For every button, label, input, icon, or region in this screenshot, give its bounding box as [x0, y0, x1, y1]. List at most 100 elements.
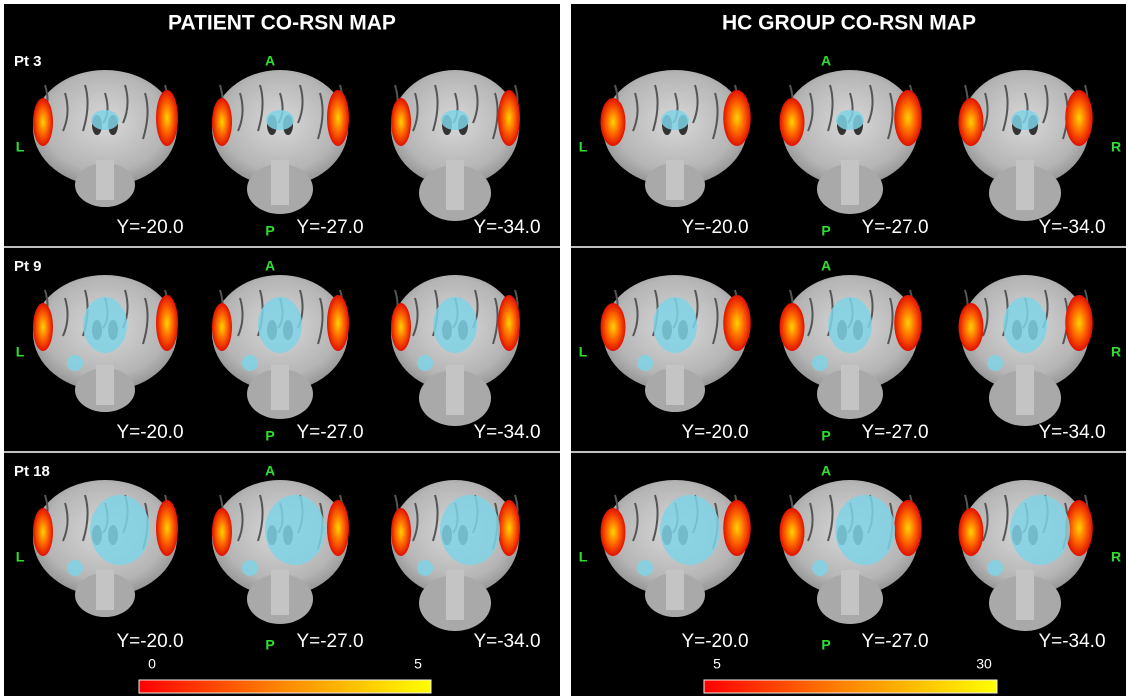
- slice-label: Y=-27.0: [296, 217, 363, 238]
- brain-slice: [958, 275, 1093, 426]
- activation: [327, 295, 349, 351]
- deactivation: [417, 355, 433, 371]
- sulcus: [412, 297, 419, 337]
- slice-label: Y=-20.0: [681, 217, 748, 238]
- sulcus: [62, 297, 69, 337]
- sulcus: [887, 92, 894, 140]
- sulcus: [807, 502, 814, 542]
- sulcus: [237, 92, 244, 132]
- slice-label: Y=-27.0: [861, 217, 928, 238]
- activation: [723, 500, 751, 556]
- activation: [33, 98, 53, 146]
- slice-label: Y=-20.0: [681, 631, 748, 652]
- patient-label: Pt 3: [14, 53, 42, 70]
- colorbar: [703, 679, 998, 694]
- activation: [391, 98, 411, 146]
- activation: [723, 90, 751, 146]
- activation: [498, 295, 520, 351]
- slice-label: Y=-27.0: [861, 631, 928, 652]
- brain-slice: [391, 480, 520, 631]
- activation: [894, 500, 922, 556]
- brainstem: [271, 365, 289, 410]
- sulcus: [712, 92, 719, 140]
- activation: [391, 508, 411, 556]
- deactivation: [661, 110, 689, 130]
- activation: [212, 508, 232, 556]
- posterior-label: P: [821, 223, 830, 239]
- sulcus: [827, 494, 834, 542]
- slice-label: Y=-34.0: [473, 217, 540, 238]
- deactivation: [440, 495, 500, 565]
- activation: [156, 295, 178, 351]
- sulcus: [432, 84, 439, 132]
- sulcus: [1042, 84, 1049, 124]
- brainstem: [446, 570, 464, 620]
- deactivation: [987, 355, 1003, 371]
- sulcus: [432, 494, 439, 542]
- sulcus: [82, 84, 89, 132]
- sulcus: [1002, 494, 1009, 542]
- right-label: R: [1111, 344, 1121, 360]
- deactivation: [242, 355, 258, 371]
- brainstem: [841, 365, 859, 410]
- brainstem: [841, 570, 859, 615]
- patient-label: Pt 18: [14, 463, 50, 480]
- sulcus: [237, 297, 244, 337]
- sulcus: [1002, 84, 1009, 132]
- sulcus: [632, 92, 639, 132]
- deactivation: [637, 560, 653, 576]
- activation: [600, 303, 626, 351]
- brain-slice: [212, 70, 349, 214]
- activation: [600, 508, 626, 556]
- activation: [600, 98, 626, 146]
- brain-slice: [391, 70, 520, 221]
- activation: [33, 508, 53, 556]
- brainstem: [96, 160, 114, 200]
- sulcus: [412, 502, 419, 542]
- sulcus: [692, 84, 699, 124]
- sulcus: [492, 92, 499, 140]
- deactivation: [266, 110, 294, 130]
- slice-label: Y=-20.0: [681, 422, 748, 443]
- colorbar-tick-label: 5: [414, 656, 422, 672]
- brainstem: [1016, 570, 1034, 620]
- deactivation: [835, 495, 895, 565]
- sulcus: [62, 92, 69, 132]
- activation: [894, 295, 922, 351]
- activation: [498, 500, 520, 556]
- slice-label: Y=-34.0: [1038, 631, 1105, 652]
- sulcus: [142, 297, 149, 345]
- left-label: L: [579, 139, 588, 155]
- deactivation: [660, 495, 720, 565]
- anterior-label: A: [821, 258, 831, 274]
- activation: [779, 98, 805, 146]
- activation: [212, 98, 232, 146]
- slice-label: Y=-20.0: [116, 631, 183, 652]
- brainstem: [446, 160, 464, 210]
- brainstem: [446, 365, 464, 415]
- deactivation: [812, 560, 828, 576]
- deactivation: [1003, 297, 1047, 353]
- deactivation: [258, 297, 302, 353]
- brain-slice: [779, 480, 922, 624]
- sulcus: [472, 84, 479, 124]
- patient-label: Pt 9: [14, 258, 42, 275]
- sulcus: [807, 297, 814, 337]
- activation: [779, 508, 805, 556]
- deactivation: [265, 495, 325, 565]
- brainstem: [841, 160, 859, 205]
- slice-label: Y=-34.0: [473, 422, 540, 443]
- sulcus: [257, 494, 264, 542]
- right-label: R: [1111, 549, 1121, 565]
- activation: [958, 98, 984, 146]
- brain-slice: [212, 275, 349, 419]
- activation: [156, 500, 178, 556]
- deactivation: [653, 297, 697, 353]
- deactivation: [90, 495, 150, 565]
- sulcus: [632, 297, 639, 337]
- brainstem: [1016, 160, 1034, 210]
- posterior-label: P: [265, 428, 274, 444]
- colorbar-tick-label: 5: [713, 656, 721, 672]
- sulcus: [652, 84, 659, 132]
